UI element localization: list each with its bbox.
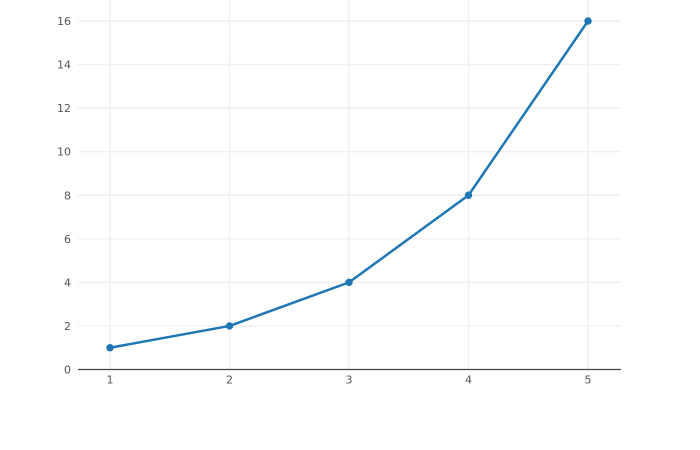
y-tick-label: 10: [57, 146, 71, 159]
y-axis-tick-labels: 0 2 4 6 8 10 12 14 16: [57, 15, 71, 377]
data-point-marker: [345, 278, 353, 287]
x-tick-label: 5: [585, 374, 592, 387]
y-tick-label: 16: [57, 15, 71, 28]
data-point-marker: [225, 322, 234, 330]
x-tick-label: 3: [346, 374, 353, 387]
series-markers: [106, 17, 592, 352]
data-point-marker: [464, 191, 473, 199]
y-tick-label: 4: [64, 276, 71, 289]
y-tick-label: 2: [64, 320, 71, 333]
x-tick-label: 1: [107, 374, 114, 387]
y-tick-label: 6: [64, 233, 71, 246]
x-tick-label: 2: [226, 374, 233, 387]
x-axis-tick-labels: 1 2 3 4 5: [107, 374, 592, 387]
y-tick-label: 8: [64, 189, 71, 202]
y-tick-label: 0: [64, 364, 71, 377]
vertical-gridlines: [109, 0, 589, 370]
data-point-marker: [584, 17, 592, 25]
x-tick-label: 4: [465, 374, 472, 387]
data-point-marker: [106, 344, 114, 352]
y-tick-label: 12: [57, 102, 71, 115]
y-tick-label: 14: [57, 59, 71, 72]
